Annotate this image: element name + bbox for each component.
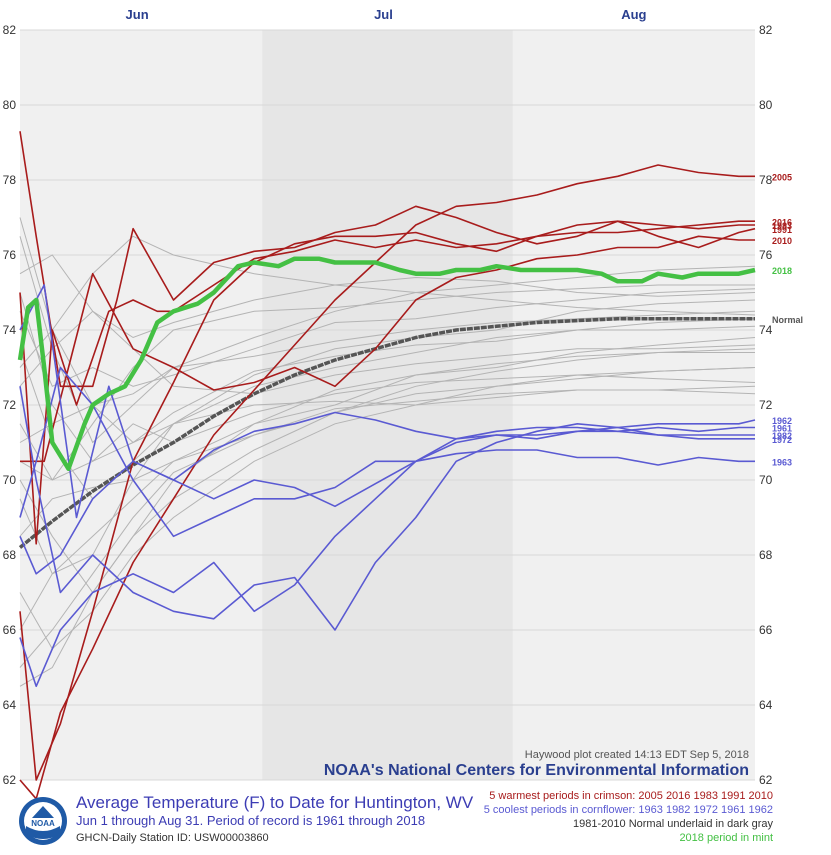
y-tick-left: 68 xyxy=(3,548,17,562)
y-tick-right: 64 xyxy=(759,698,773,712)
other-year-line xyxy=(19,235,756,368)
series-line-1961 xyxy=(19,284,755,519)
other-year-line xyxy=(19,288,756,387)
y-tick-right: 80 xyxy=(759,98,773,112)
y-tick-left: 62 xyxy=(3,773,17,787)
y-tick-left: 82 xyxy=(3,23,17,37)
noaa-logo-text: NOAA xyxy=(31,819,55,828)
series-line-1991 xyxy=(19,131,756,388)
other-year-line xyxy=(19,284,755,481)
y-tick-left: 66 xyxy=(3,623,17,637)
chart-title: Average Temperature (F) to Date for Hunt… xyxy=(76,793,474,812)
series-line-1962 xyxy=(19,411,756,575)
other-year-line xyxy=(19,310,756,443)
series-label-1972: 1972 xyxy=(772,435,792,445)
series-label-1962: 1962 xyxy=(772,416,792,426)
y-tick-left: 74 xyxy=(3,323,17,337)
y-tick-right: 78 xyxy=(759,173,773,187)
y-tick-left: 64 xyxy=(3,698,17,712)
other-years-layer xyxy=(19,217,756,687)
series-label-1961: 1961 xyxy=(772,424,792,434)
other-year-line xyxy=(19,310,756,395)
month-label-jun: Jun xyxy=(126,7,149,22)
legend-warmest: 5 warmest periods in crimson: 2005 2016 … xyxy=(489,790,773,802)
series-label-1982: 1982 xyxy=(772,431,792,441)
y-tick-right: 70 xyxy=(759,473,773,487)
month-label-jul: Jul xyxy=(374,7,393,22)
y-tick-right: 74 xyxy=(759,323,773,337)
series-line-1972 xyxy=(19,386,755,631)
legend-coolest: 5 coolest periods in cornflower: 1963 19… xyxy=(483,804,773,816)
series-label-1963: 1963 xyxy=(772,457,792,467)
series-label-2005: 2005 xyxy=(772,172,792,182)
y-tick-left: 80 xyxy=(3,98,17,112)
series-line-normal xyxy=(18,317,755,549)
series-line-2018 xyxy=(17,256,756,472)
agency-name: NOAA's National Centers for Environmenta… xyxy=(323,762,749,779)
series-label-2016: 2016 xyxy=(772,217,792,227)
y-tick-right: 82 xyxy=(759,23,773,37)
series-label-1991: 1991 xyxy=(772,225,792,235)
series-line-1982 xyxy=(19,430,755,688)
series-label-normal: Normal xyxy=(772,315,803,325)
month-label-aug: Aug xyxy=(621,7,646,22)
series-line-1963 xyxy=(19,366,755,538)
y-tick-left: 72 xyxy=(3,398,17,412)
y-axis-left: 62 64 66 68 70 72 74 76 78 80 82 xyxy=(3,23,17,787)
series-end-labels: Normal2005201619831991201019631982197219… xyxy=(772,172,803,467)
series-line-2016 xyxy=(19,220,755,545)
other-year-line xyxy=(19,352,755,631)
y-tick-right: 62 xyxy=(759,773,773,787)
noaa-logo: NOAA xyxy=(18,796,68,846)
other-year-line xyxy=(19,348,756,687)
month-labels: Jun Jul Aug xyxy=(126,7,647,22)
station-id: GHCN-Daily Station ID: USW00003860 xyxy=(76,832,269,844)
series-label-1983: 1983 xyxy=(772,221,792,231)
y-tick-right: 66 xyxy=(759,623,773,637)
highlighted-series-layer xyxy=(17,131,756,800)
chart-subtitle: Jun 1 through Aug 31. Period of record i… xyxy=(76,813,426,828)
y-axis-right: 62 64 66 68 70 72 74 76 78 80 82 xyxy=(759,23,773,787)
other-year-line xyxy=(19,217,756,444)
series-line-2010 xyxy=(20,235,755,463)
series-label-2018: 2018 xyxy=(772,266,792,276)
y-tick-right: 72 xyxy=(759,398,773,412)
y-tick-left: 76 xyxy=(3,248,17,262)
other-year-line xyxy=(19,292,756,462)
legend-current: 2018 period in mint xyxy=(679,832,773,844)
series-label-2010: 2010 xyxy=(772,236,792,246)
y-tick-right: 76 xyxy=(759,248,773,262)
other-year-line xyxy=(19,367,756,650)
noaa-logo-icon: NOAA xyxy=(19,797,67,845)
plot-credit: Haywood plot created 14:13 EDT Sep 5, 20… xyxy=(524,749,749,761)
other-year-line xyxy=(19,236,756,444)
legend-normal: 1981-2010 Normal underlaid in dark gray xyxy=(573,818,773,830)
y-tick-left: 70 xyxy=(3,473,17,487)
y-tick-right: 68 xyxy=(759,548,773,562)
series-line-1983 xyxy=(19,220,755,781)
y-tick-left: 78 xyxy=(3,173,17,187)
